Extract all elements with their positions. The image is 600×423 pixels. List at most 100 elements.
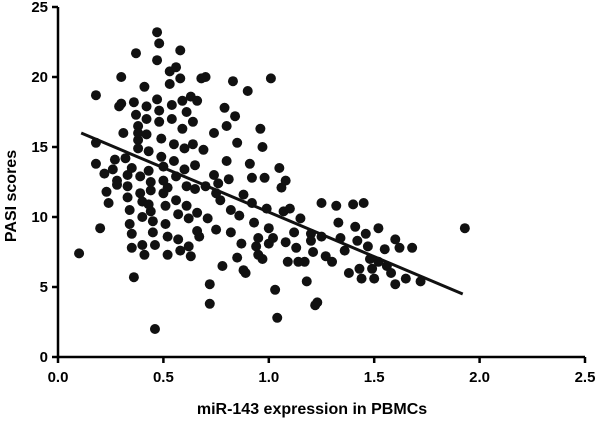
data-point [343,268,354,278]
data-point [149,240,160,250]
data-point [120,153,131,164]
data-point [166,114,177,124]
data-point [255,123,266,134]
x-tick-label: 0.0 [48,369,69,386]
y-axis-title: PASI scores [3,150,20,242]
x-tick-label: 2.0 [469,369,490,386]
data-point [90,158,101,169]
data-point [386,268,397,278]
data-point [204,298,215,309]
data-point [135,171,146,182]
data-point [263,223,274,234]
data-point [305,235,316,246]
data-point [107,164,118,175]
data-point [289,227,300,238]
data-point [249,217,260,228]
data-point [211,224,222,235]
data-point [225,205,236,215]
data-point [162,249,173,260]
data-point [164,79,175,89]
data-point [187,116,198,127]
data-point [360,228,371,239]
data-point [246,172,257,183]
data-point [152,94,163,105]
data-point [268,233,279,243]
data-point [181,181,192,192]
data-point [217,261,228,271]
data-point [244,158,255,169]
data-point [133,128,144,138]
data-point [394,242,405,253]
data-point [339,245,350,256]
data-point [130,109,141,120]
data-point [280,175,291,186]
data-point [177,95,188,106]
data-point [133,143,144,154]
data-point [358,198,369,208]
data-point [162,231,173,242]
data-point [280,237,291,248]
data-point [354,263,365,274]
data-point [208,128,219,138]
data-point [128,272,139,283]
data-point [116,98,127,109]
data-point [236,238,247,249]
data-point [99,168,110,179]
data-point [139,249,150,260]
data-point [135,188,146,199]
data-point [213,178,224,189]
data-point [143,165,154,176]
y-tick-label: 15 [31,139,48,156]
data-point [253,233,264,243]
data-point [181,107,192,117]
data-point [179,143,190,154]
data-point [327,256,338,267]
data-points [74,27,470,334]
data-point [230,111,241,122]
y-tick-label: 10 [31,209,48,226]
data-point [147,227,158,238]
data-point [171,62,182,73]
data-point [126,228,137,239]
data-point [221,156,232,166]
data-point [192,95,203,106]
data-point [232,137,243,148]
regression-line [80,131,464,296]
data-point [154,105,165,116]
data-point [208,170,219,180]
data-point [137,212,148,222]
data-point [171,195,182,206]
data-point [373,223,384,234]
y-tick-label: 0 [40,349,48,366]
data-point [154,116,165,127]
data-point [270,284,281,295]
data-point [183,241,194,252]
x-tick-label: 2.5 [575,369,596,386]
data-point [149,324,160,334]
data-point [242,86,253,96]
data-point [103,198,114,208]
data-point [200,72,211,82]
data-point [160,200,171,211]
data-point [219,102,230,113]
x-axis-title: miR-143 expression in PBMCs [197,401,427,418]
data-point [139,81,150,92]
data-point [141,101,152,112]
data-point [168,156,179,166]
data-point [156,151,167,162]
data-point [90,90,101,101]
data-point [143,199,154,210]
data-point [137,240,148,250]
y-tick-label: 5 [40,279,48,296]
data-point [204,279,215,290]
data-point [348,199,359,210]
data-point [232,252,243,263]
data-point [282,256,293,267]
data-point [190,184,201,194]
data-point [126,242,137,253]
data-point [369,273,380,284]
data-point [240,268,251,278]
data-point [173,234,184,245]
data-point [274,163,285,173]
data-point [124,205,135,215]
